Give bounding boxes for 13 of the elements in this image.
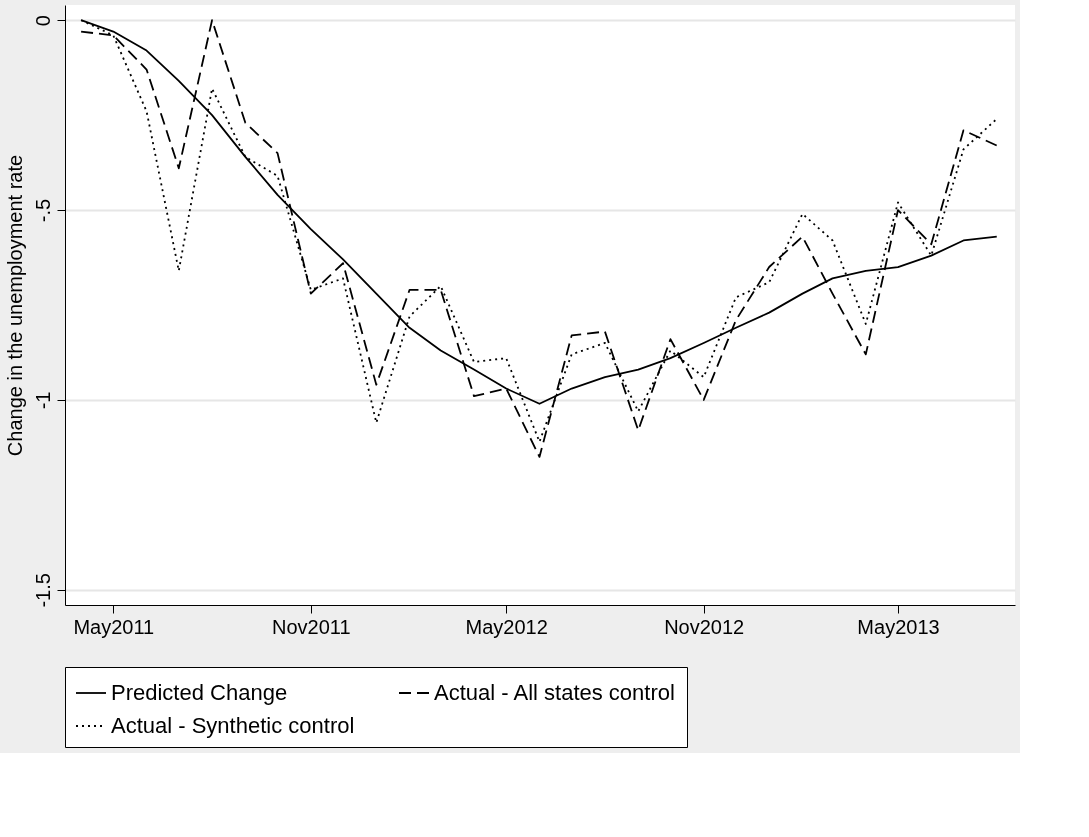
legend-label: Actual - Synthetic control: [111, 713, 355, 738]
legend-label: Actual - All states control: [434, 680, 675, 705]
y-tick-label: -1.5: [31, 573, 54, 608]
y-tick-label: -1: [31, 391, 54, 410]
x-tick-label: May2013: [857, 615, 940, 638]
y-tick-label: 0: [31, 15, 54, 27]
x-tick-label: Nov2012: [664, 615, 745, 638]
legend-label: Predicted Change: [111, 680, 288, 705]
y-axis-title: Change in the unemployment rate: [3, 154, 26, 457]
x-tick-label: May2011: [73, 615, 155, 638]
x-tick-label: Nov2011: [272, 615, 351, 638]
y-tick-label: -.5: [31, 198, 54, 223]
x-tick-label: May2012: [465, 615, 548, 638]
